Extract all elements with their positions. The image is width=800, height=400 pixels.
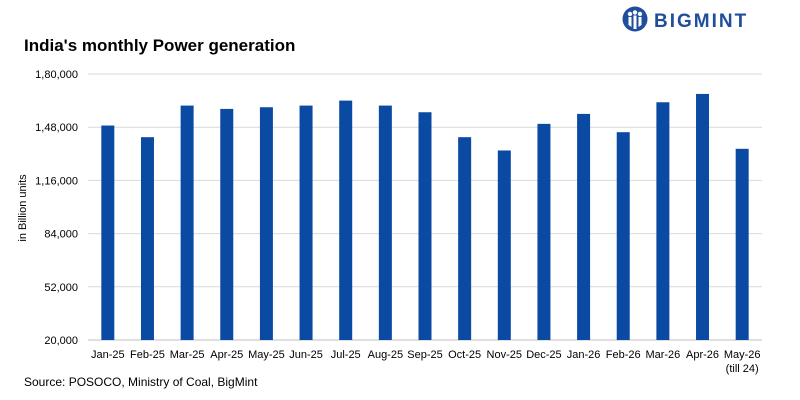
- bar: [101, 125, 115, 340]
- bar: [140, 137, 154, 340]
- bar: [735, 148, 749, 340]
- x-tick-label: Sep-25: [407, 349, 442, 361]
- x-tick-note: (till 24): [726, 363, 759, 375]
- y-tick-label: 1,80,000: [35, 69, 78, 81]
- x-tick-label: Dec-25: [526, 349, 561, 361]
- x-tick-label: May-25: [248, 349, 285, 361]
- x-tick-label: Apr-26: [686, 349, 719, 361]
- x-tick-label: Nov-25: [487, 349, 522, 361]
- y-axis-ticks: 20,000 52,000 84,000 1,16,000 1,48,000 1,80,0…: [35, 69, 78, 347]
- y-tick-label: 1,48,000: [35, 122, 78, 134]
- bar: [656, 102, 670, 340]
- x-tick-label: Oct-25: [448, 349, 481, 361]
- chart-title: India's monthly Power generation: [24, 36, 296, 55]
- bar: [458, 137, 472, 340]
- bar: [537, 123, 551, 340]
- x-axis-ticks: Jan-25 Feb-25 Mar-25 Apr-25 May-25 Jun-25 Jul-…: [91, 349, 761, 375]
- brand-name: BIGMINT: [654, 10, 749, 32]
- bar: [220, 108, 234, 340]
- bigmint-people-icon: [622, 6, 648, 37]
- source-note: Source: POSOCO, Ministry of Coal, BigMin…: [24, 375, 258, 389]
- bar: [696, 93, 710, 340]
- y-axis-title: in Billion units: [17, 174, 29, 242]
- y-tick-label: 1,16,000: [35, 175, 78, 187]
- x-tick-label: Mar-26: [645, 349, 680, 361]
- x-tick-label: Aug-25: [368, 349, 403, 361]
- x-tick-label: Mar-25: [170, 349, 205, 361]
- bar: [259, 107, 273, 340]
- bars: [101, 93, 749, 341]
- x-tick-label: Jun-25: [289, 349, 323, 361]
- x-tick-label: Jan-25: [91, 349, 125, 361]
- bar: [180, 105, 194, 341]
- x-tick-label: Feb-26: [606, 349, 641, 361]
- bar: [616, 132, 630, 340]
- bar: [339, 100, 353, 340]
- brand-logo: BIGMINT: [622, 6, 748, 37]
- x-tick-label: Jul-25: [331, 349, 361, 361]
- bar: [299, 105, 313, 341]
- bar: [497, 150, 511, 340]
- x-tick-label: Jan-26: [567, 349, 601, 361]
- x-tick-label: Feb-25: [130, 349, 165, 361]
- bar: [577, 113, 591, 341]
- bar: [418, 112, 432, 340]
- y-tick-label: 52,000: [44, 282, 78, 294]
- x-tick-label: May-26: [724, 349, 761, 361]
- x-tick-label: Apr-25: [210, 349, 243, 361]
- y-tick-label: 20,000: [44, 335, 78, 347]
- y-tick-label: 84,000: [44, 229, 78, 241]
- bar: [378, 105, 392, 341]
